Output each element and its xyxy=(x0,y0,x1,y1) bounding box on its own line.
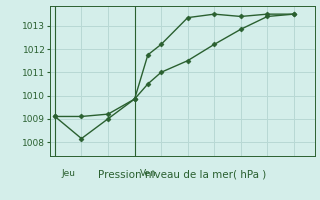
Text: Ven: Ven xyxy=(140,169,156,178)
X-axis label: Pression niveau de la mer( hPa ): Pression niveau de la mer( hPa ) xyxy=(98,170,267,180)
Text: Jeu: Jeu xyxy=(61,169,75,178)
